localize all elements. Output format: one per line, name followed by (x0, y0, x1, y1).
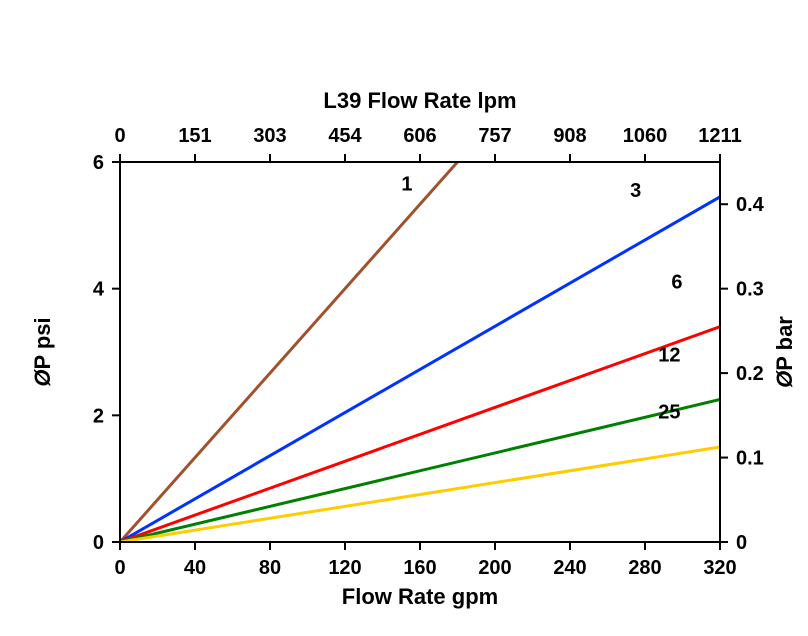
y-left-tick-label: 4 (93, 279, 105, 301)
x-top-tick-label: 606 (403, 125, 436, 147)
chart-container: 0408012016020024028032001513034546067579… (0, 0, 808, 636)
x-bottom-axis-title: Flow Rate gpm (342, 584, 498, 609)
y-left-axis-title: ØP psi (30, 317, 55, 386)
x-top-tick-label: 908 (553, 125, 586, 147)
series-label-25: 25 (658, 402, 680, 424)
series-label-6: 6 (671, 272, 682, 294)
y-left-tick-label: 0 (93, 532, 104, 554)
flow-rate-chart: 0408012016020024028032001513034546067579… (0, 0, 808, 636)
x-top-tick-label: 1060 (623, 125, 668, 147)
y-right-tick-label: 0.1 (736, 448, 764, 470)
x-bottom-tick-label: 240 (553, 557, 586, 579)
top-axis-title: L39 Flow Rate lpm (323, 88, 516, 113)
x-bottom-tick-label: 40 (184, 557, 206, 579)
x-bottom-tick-label: 0 (114, 557, 125, 579)
x-bottom-tick-label: 280 (628, 557, 661, 579)
x-top-tick-label: 757 (478, 125, 511, 147)
series-label-3: 3 (630, 180, 641, 202)
series-label-1: 1 (401, 174, 412, 196)
x-bottom-tick-label: 320 (703, 557, 736, 579)
y-right-tick-label: 0.4 (736, 194, 765, 216)
y-right-tick-label: 0 (736, 532, 747, 554)
y-right-tick-label: 0.3 (736, 279, 764, 301)
x-top-tick-label: 1211 (698, 125, 741, 147)
x-bottom-tick-label: 200 (478, 557, 511, 579)
y-right-axis-title: ØP bar (772, 316, 797, 388)
x-top-tick-label: 0 (114, 125, 125, 147)
x-top-tick-label: 303 (253, 125, 286, 147)
x-bottom-tick-label: 160 (403, 557, 436, 579)
y-right-tick-label: 0.2 (736, 363, 764, 385)
series-label-12: 12 (658, 345, 680, 367)
x-top-tick-label: 151 (178, 125, 211, 147)
x-top-tick-label: 454 (328, 125, 362, 147)
y-left-tick-label: 2 (93, 405, 104, 427)
x-bottom-tick-label: 120 (328, 557, 361, 579)
x-bottom-tick-label: 80 (259, 557, 281, 579)
y-left-tick-label: 6 (93, 152, 104, 174)
